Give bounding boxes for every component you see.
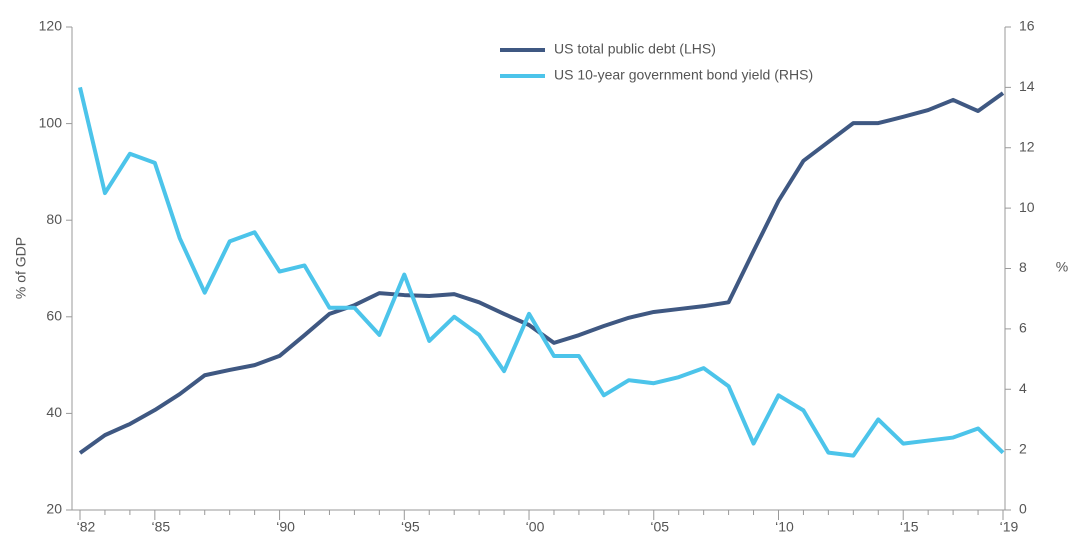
y-tick-label: 60 [46, 308, 62, 324]
y2-tick-label: 2 [1019, 440, 1027, 456]
y2-tick-label: 4 [1019, 380, 1027, 396]
y2-tick-label: 14 [1019, 78, 1035, 94]
y-tick-label: 80 [46, 211, 62, 227]
y-tick-label: 100 [39, 114, 63, 130]
y-tick-label: 20 [46, 501, 62, 517]
y-tick-label: 120 [39, 18, 63, 34]
x-tick-label: ‘82 [77, 519, 96, 535]
y2-tick-label: 12 [1019, 138, 1035, 154]
y2-tick-label: 0 [1019, 501, 1027, 517]
x-tick-label: ‘05 [650, 519, 669, 535]
legend-label: US total public debt (LHS) [554, 41, 716, 57]
y-axis-title: % of GDP [13, 237, 29, 299]
legend-label: US 10-year government bond yield (RHS) [554, 67, 813, 83]
y2-tick-label: 10 [1019, 199, 1035, 215]
x-tick-label: ‘00 [526, 519, 545, 535]
y2-tick-label: 8 [1019, 259, 1027, 275]
x-tick-label: ‘19 [1000, 519, 1019, 535]
line-series [78, 86, 1005, 458]
y2-tick-label: 16 [1019, 18, 1035, 34]
y2-tick-label: 6 [1019, 320, 1027, 336]
x-tick-label: ‘90 [276, 519, 295, 535]
x-tick-label: ‘15 [900, 519, 919, 535]
x-tick-label: ‘10 [775, 519, 794, 535]
x-tick-label: ‘95 [401, 519, 420, 535]
line-series [78, 91, 1005, 455]
y2-axis-title: % [1056, 259, 1068, 275]
x-tick-label: ‘85 [151, 519, 170, 535]
y-tick-label: 40 [46, 404, 62, 420]
